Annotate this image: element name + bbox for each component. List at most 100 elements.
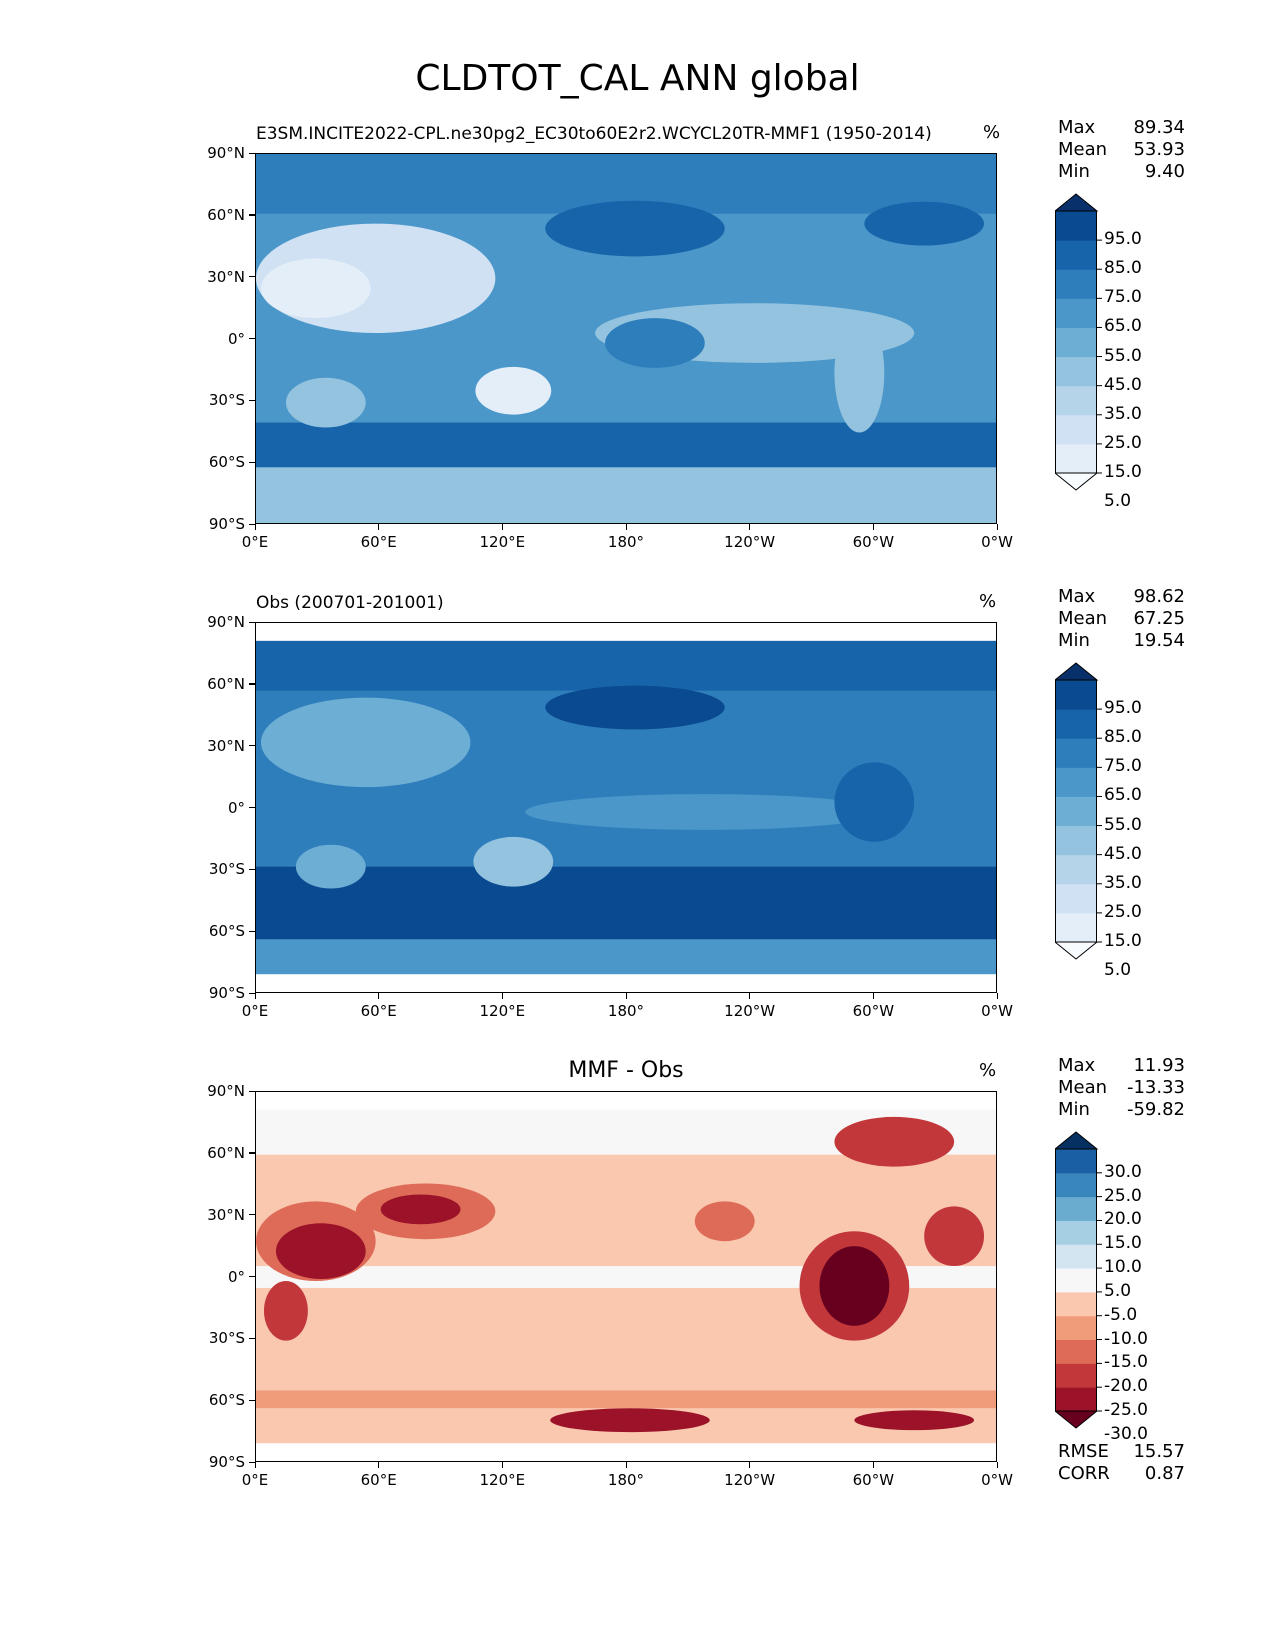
colorbar-tick-label: -20.0 — [1104, 1376, 1148, 1397]
colorbar-segment — [1055, 414, 1097, 445]
lat-tick — [249, 276, 255, 278]
lat-tick-label: 30°S — [208, 860, 245, 879]
panel-1-stat-mean-label: Mean — [1058, 139, 1108, 160]
colorbar-segment — [1055, 796, 1097, 827]
lon-tick-label: 120°W — [724, 1471, 776, 1489]
colorbar-tick-label: -15.0 — [1104, 1352, 1148, 1373]
lat-tick-label: 60°S — [208, 453, 245, 472]
lon-tick-label: 120°W — [724, 533, 776, 551]
lat-tick — [249, 930, 255, 932]
panel-1-stat-mean-value: 53.93 — [1133, 139, 1185, 160]
lat-tick — [249, 1214, 255, 1216]
colorbar-tick-label: -30.0 — [1104, 1423, 1148, 1444]
lat-tick — [249, 523, 255, 525]
lat-tick — [249, 1090, 255, 1092]
lat-tick — [249, 338, 255, 340]
panel-1-stat-max-value: 89.34 — [1133, 117, 1185, 138]
panel-2-units: % — [979, 591, 997, 612]
panel-3-field — [256, 1092, 996, 1461]
lon-tick — [749, 524, 751, 530]
lon-tick — [625, 524, 627, 530]
colorbar-segment — [1055, 1291, 1097, 1317]
panel-2-map — [255, 622, 997, 993]
colorbar-frame — [1055, 679, 1097, 943]
lat-tick — [249, 683, 255, 685]
colorbar-segment — [1055, 883, 1097, 914]
panel-3-stat-mean-label: Mean — [1058, 1077, 1108, 1098]
panel-1-units: % — [983, 122, 1001, 143]
colorbar-tick-label: 35.0 — [1104, 403, 1142, 424]
colorbar-segment — [1055, 1268, 1097, 1293]
lon-tick-label: 0°E — [241, 1471, 269, 1489]
colorbar-tick-label: -10.0 — [1104, 1328, 1148, 1349]
lat-tick — [249, 1152, 255, 1154]
colorbar-segment — [1055, 1220, 1097, 1245]
colorbar-segment — [1055, 1363, 1097, 1388]
colorbar-segment — [1055, 738, 1097, 768]
colorbar-tick-label: 65.0 — [1104, 316, 1142, 337]
lon-tick — [996, 524, 998, 530]
colorbar-segment — [1055, 1244, 1097, 1269]
panel-1-field — [256, 154, 996, 523]
colorbar-segment — [1055, 269, 1097, 299]
lon-tick — [501, 524, 504, 530]
lat-tick-label: 90°S — [208, 1453, 245, 1471]
lon-tick-label: 0°W — [981, 1471, 1013, 1489]
panel-2-stat-max-label: Max — [1058, 586, 1096, 607]
lon-tick-label: 180° — [607, 533, 645, 551]
colorbar-tick-label: 5.0 — [1104, 960, 1132, 981]
colorbar-tick-label: 15.0 — [1104, 1233, 1142, 1254]
colorbar-segment — [1055, 825, 1097, 856]
lon-tick — [378, 993, 380, 999]
panel-3-map — [255, 1091, 997, 1462]
panel-2-stat-max-value: 98.62 — [1133, 586, 1185, 607]
colorbar-extend-top — [1055, 662, 1099, 681]
lat-tick-label: 60°S — [208, 922, 245, 941]
panel-2-stat-min-value: 19.54 — [1133, 630, 1185, 651]
colorbar-segment — [1055, 327, 1097, 358]
colorbar-tick-label: 5.0 — [1104, 1280, 1132, 1301]
colorbar-tick-label: 25.0 — [1104, 1185, 1142, 1206]
colorbar-segment — [1055, 912, 1097, 943]
lon-tick-label: 180° — [607, 1002, 645, 1020]
lon-tick — [996, 1462, 998, 1468]
lat-tick — [249, 1399, 255, 1401]
lat-tick-label: 90°N — [207, 613, 245, 631]
colorbar-tick-label: 85.0 — [1104, 258, 1142, 279]
lat-tick-label: 60°N — [207, 1143, 245, 1162]
lat-tick — [249, 1461, 255, 1463]
panel-3-stat-min-value: -59.82 — [1126, 1099, 1185, 1120]
colorbar-segment — [1055, 1149, 1097, 1174]
lon-tick — [254, 1462, 256, 1468]
lon-tick — [872, 524, 875, 530]
panel-2-stat-mean-label: Mean — [1058, 608, 1108, 629]
panel-3-stat-max-label: Max — [1058, 1055, 1096, 1076]
lat-tick-label: 60°S — [208, 1391, 245, 1410]
lon-tick-label: 0°E — [241, 1002, 269, 1020]
panel-2-stat-mean-value: 67.25 — [1133, 608, 1185, 629]
lon-tick-label: 180° — [607, 1471, 645, 1489]
lat-tick-label: 90°N — [207, 144, 245, 162]
lat-tick — [249, 461, 255, 463]
lon-tick — [749, 993, 751, 999]
panel-1-stat-min-label: Min — [1058, 161, 1090, 182]
colorbar-tick-label: 10.0 — [1104, 1257, 1142, 1278]
figure-title: CLDTOT_CAL ANN global — [415, 58, 860, 99]
lon-tick-label: 60°E — [360, 1471, 397, 1489]
panel-3-rmse-value: 15.57 — [1133, 1441, 1185, 1462]
lat-tick-label: 90°N — [207, 1082, 245, 1100]
lon-tick-label: 60°W — [852, 533, 895, 551]
lat-tick-label: 30°S — [208, 1329, 245, 1348]
lon-tick — [501, 993, 504, 999]
panel-2-colorbar — [1055, 662, 1102, 960]
colorbar-tick-label: 55.0 — [1104, 345, 1142, 366]
lat-tick — [249, 152, 255, 154]
lat-tick-label: 30°S — [208, 391, 245, 410]
lat-tick — [249, 745, 255, 747]
lon-tick — [378, 524, 380, 530]
colorbar-segment — [1055, 680, 1097, 710]
colorbar-tick-label: 95.0 — [1104, 698, 1142, 719]
lat-tick-label: 60°N — [207, 674, 245, 693]
colorbar-tick-label: 65.0 — [1104, 785, 1142, 806]
lon-tick — [872, 1462, 875, 1468]
